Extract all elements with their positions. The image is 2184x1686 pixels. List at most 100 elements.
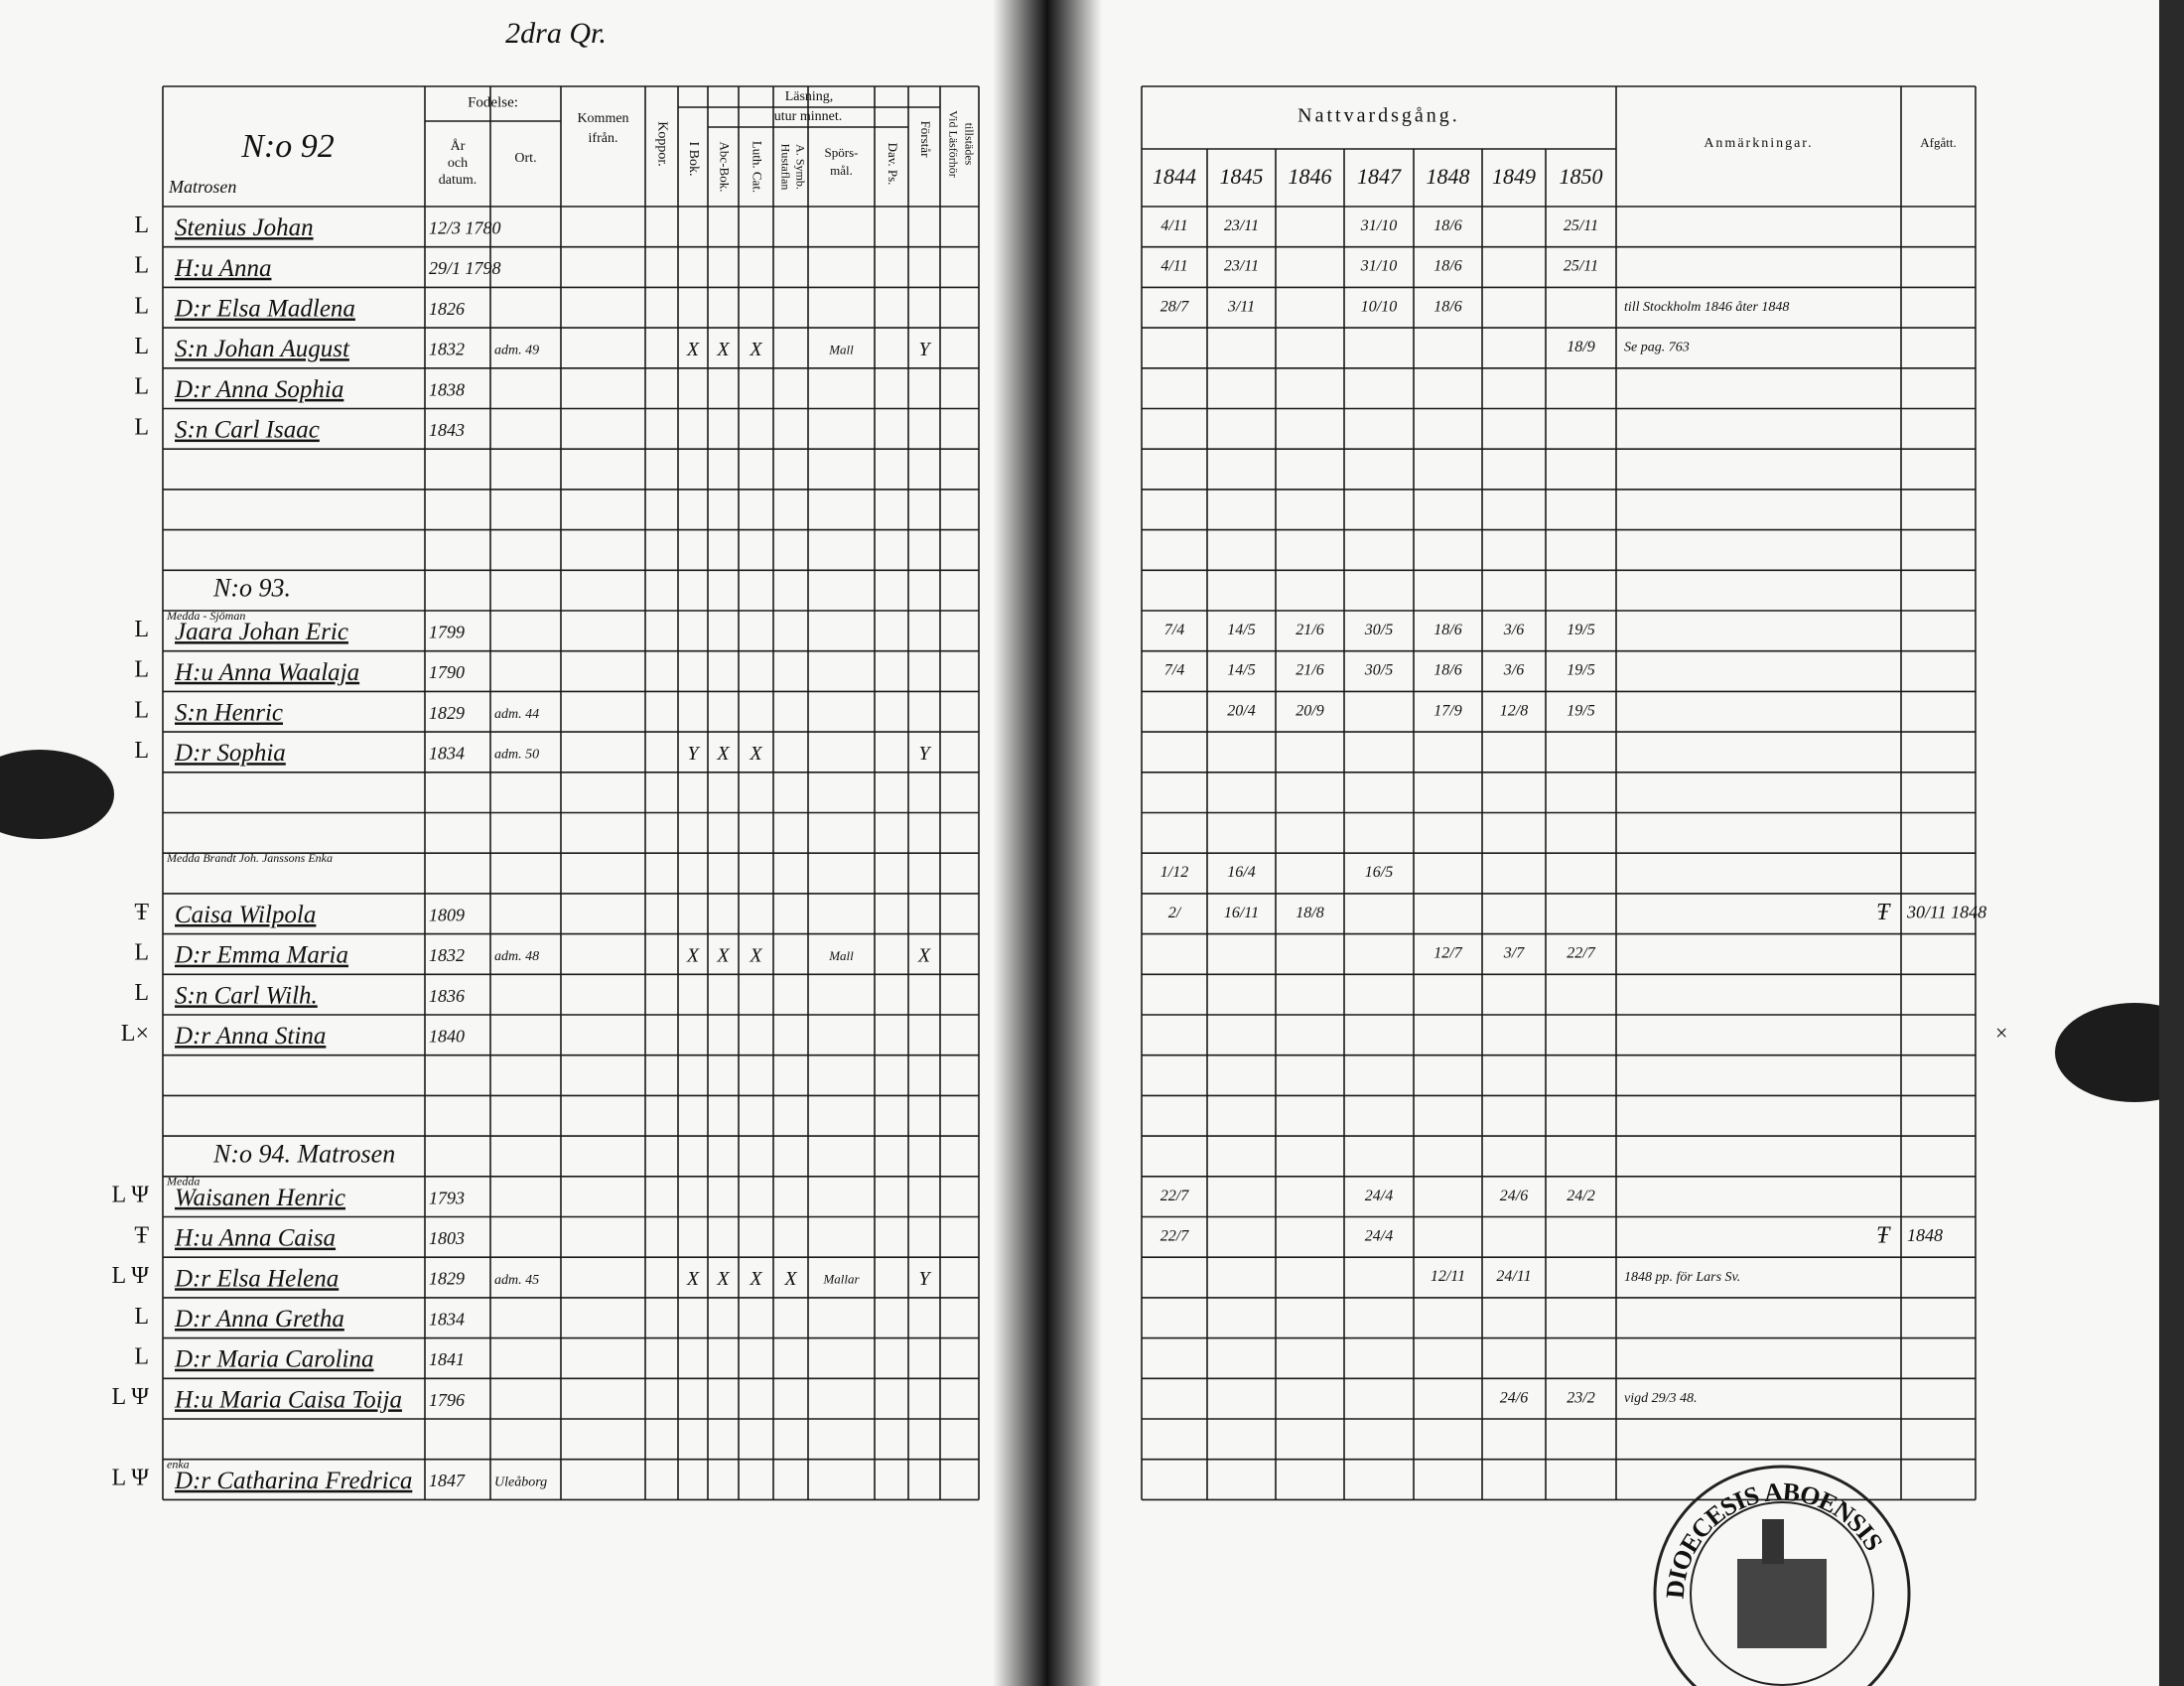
thumb-shadow [0,750,114,839]
communion-date: 12/11 [1431,1268,1465,1285]
communion-date: 14/5 [1227,662,1255,679]
communion-date: 3/11 [1227,298,1255,315]
reading-mark: X [749,339,762,360]
communion-date: 23/2 [1567,1389,1594,1406]
remark: Ŧ [1876,1222,1891,1248]
header-label-vertical: Hustaflan [778,144,792,191]
page-edge [2159,0,2184,1686]
birth-date: 1793 [429,1188,465,1207]
page-heading: 2dra Qr. [505,17,607,50]
birth-date: 1799 [429,622,465,641]
margin-mark: Ŧ [134,900,149,925]
person-name: H:u Anna [174,255,271,282]
communion-date: 31/10 [1360,217,1397,234]
header-label-vertical: Dav. Ps. [886,143,900,186]
reading-mark: Mallar [822,1272,860,1287]
birth-date: 1834 [429,1309,465,1329]
header-label: Nattvardsgång. [1297,105,1460,127]
household-number: N:o 92 [240,128,335,165]
departed: 1848 [1907,1225,1943,1245]
birth-date: 1829 [429,1269,465,1289]
header-label: ifrån. [589,131,618,146]
communion-date: 24/4 [1365,1188,1393,1204]
communion-date: 24/6 [1500,1389,1528,1406]
person-name: S:n Carl Wilh. [175,982,318,1009]
communion-date: 14/5 [1227,622,1255,638]
reading-mark: Y [918,1268,931,1290]
margin-mark: L [134,980,149,1006]
communion-date: 19/5 [1567,662,1594,679]
margin-mark: × [1995,1020,2007,1045]
birth-place: Uleåborg [494,1475,547,1489]
margin-mark: Ŧ [134,1222,149,1248]
header-label-vertical: tillstädes [962,123,976,166]
row-note: Medda - Sjöman [166,609,245,623]
communion-date: 18/6 [1433,662,1461,679]
reading-mark: X [686,339,700,360]
person-name: H:u Maria Caisa Toija [174,1386,402,1413]
birth-date: 1796 [429,1390,465,1410]
communion-date: 23/11 [1224,217,1259,234]
communion-date: 24/11 [1496,1268,1531,1285]
communion-date: 18/8 [1296,905,1323,921]
communion-date: 2/ [1168,905,1182,921]
header-label: utur minnet. [774,109,842,124]
header-label: Läsning, [785,89,834,104]
person-name: S:n Henric [175,699,283,726]
header-label-vertical: A. Symb. [793,144,807,190]
communion-date: 18/6 [1433,217,1461,234]
stamp-inner-ring [1690,1501,1874,1686]
communion-date: 4/11 [1160,258,1187,275]
communion-date: 25/11 [1564,258,1598,275]
person-name: D:r Anna Sophia [174,376,343,403]
margin-mark: L [134,1304,149,1330]
person-name: S:n Carl Isaac [175,417,320,444]
margin-mark: L [134,939,149,965]
reading-mark: X [716,339,730,360]
stamp-church [1737,1559,1827,1648]
header-label: Spörs- [825,145,859,160]
communion-date: 18/6 [1433,258,1461,275]
margin-mark: L [134,617,149,642]
household-heading: N:o 94. Matrosen [212,1139,395,1168]
reading-mark: X [716,743,730,765]
reading-mark: X [716,1268,730,1290]
birth-place: adm. 45 [494,1273,539,1288]
person-name: H:u Anna Waalaja [174,659,359,686]
header-label: Ort. [514,151,536,166]
communion-date: 22/7 [1160,1188,1189,1204]
birth-date: 1790 [429,662,465,682]
margin-mark: L Ψ [112,1263,150,1289]
birth-date: 1832 [429,340,465,359]
header-label-vertical: I Bok. [686,142,701,177]
birth-date: 1840 [429,1026,465,1046]
header-label: Fodelse: [468,94,518,110]
person-name: D:r Elsa Madlena [174,295,355,322]
communion-date: 31/10 [1360,258,1397,275]
year-label: 1845 [1220,164,1264,189]
household-heading: N:o 93. [212,574,291,603]
communion-date: 3/6 [1503,622,1524,638]
birth-date: 1838 [429,379,465,399]
communion-date: 19/5 [1567,702,1594,719]
row-note: enka [167,1457,190,1471]
person-name: Jaara Johan Eric [175,619,348,645]
communion-date: 10/10 [1361,298,1397,315]
margin-mark: L Ψ [112,1384,150,1410]
reading-mark: Y [687,743,700,765]
person-name: D:r Elsa Helena [174,1265,339,1292]
reading-mark: Mall [828,948,854,963]
reading-mark: X [917,945,931,967]
header-label-vertical: Abc-Bok. [718,142,733,193]
communion-date: 24/4 [1365,1228,1393,1245]
margin-mark: L [134,293,149,319]
birth-date: 1803 [429,1228,465,1248]
communion-date: 24/2 [1567,1188,1594,1204]
communion-date: 30/5 [1364,662,1393,679]
birth-date: 1836 [429,986,465,1006]
header-label-vertical: Koppor. [654,121,669,167]
communion-date: 16/5 [1365,864,1393,881]
year-label: 1848 [1427,164,1470,189]
